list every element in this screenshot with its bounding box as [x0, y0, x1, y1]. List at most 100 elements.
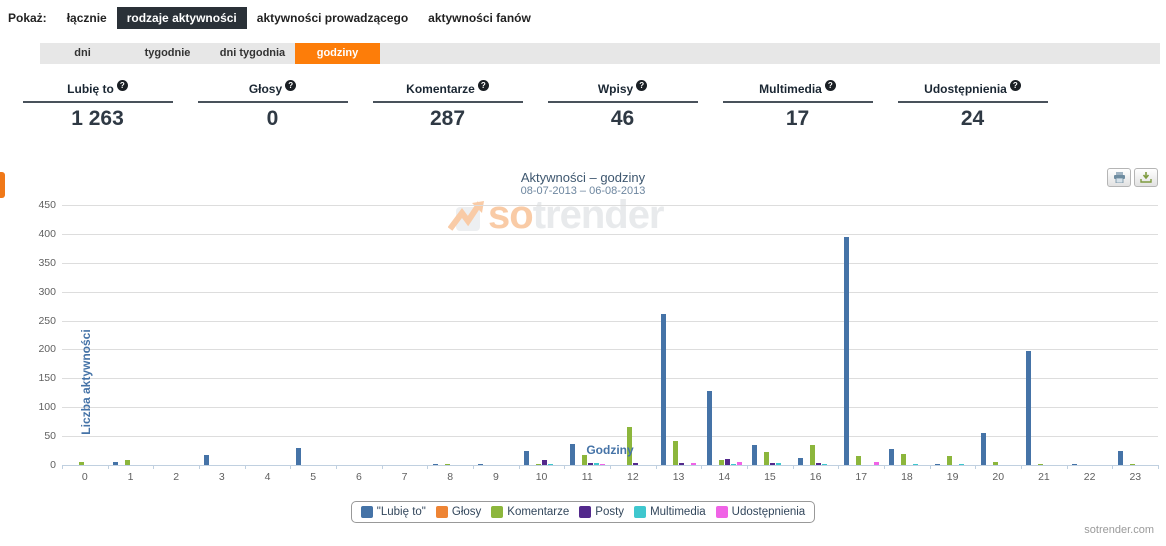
bar-posty-h11[interactable]	[587, 463, 593, 465]
bar-group-10	[519, 205, 565, 465]
bar-lubięto-h22[interactable]	[1072, 464, 1078, 465]
help-icon[interactable]: ?	[116, 80, 128, 91]
help-icon[interactable]: ?	[1009, 80, 1021, 91]
feedback-tab-icon[interactable]	[0, 172, 5, 198]
bar-posty-h15[interactable]	[770, 463, 776, 465]
bar-udostępnienia-h13[interactable]	[691, 463, 697, 465]
bar-komentarze-h17[interactable]	[855, 456, 861, 465]
bar-multimedia-h15[interactable]	[776, 463, 782, 465]
bar-lubięto-h3[interactable]	[204, 455, 210, 465]
bar-lubięto-h15[interactable]	[752, 445, 758, 465]
bar-komentarze-h1[interactable]	[125, 460, 130, 465]
x-tick	[929, 465, 931, 469]
bar-group-1	[108, 205, 154, 465]
bar-lubięto-h11[interactable]	[569, 444, 575, 465]
bar-multimedia-h18[interactable]	[913, 464, 919, 465]
plot-area: 0 50 100 150 200 250 300 350 400 450 0 1 2 3 4 5 6 7 8 9 10…	[38, 199, 1159, 483]
bar-multimedia-h16[interactable]	[822, 464, 828, 465]
bar-lubięto-h5[interactable]	[295, 448, 301, 465]
gridline-50	[62, 436, 1158, 438]
bar-group-5	[290, 205, 336, 465]
bar-komentarze-h0[interactable]	[79, 462, 85, 465]
bar-posty-h16[interactable]	[816, 463, 822, 465]
bar-komentarze-h13[interactable]	[673, 441, 679, 465]
legend-item-1[interactable]: Głosy	[435, 506, 481, 518]
bar-group-6	[336, 205, 382, 465]
bar-posty-h12[interactable]	[633, 463, 639, 465]
period-tab-2[interactable]: dni tygodnia	[219, 47, 286, 59]
legend-item-5[interactable]: Udostępnienia	[715, 506, 805, 518]
bar-group-4	[245, 205, 291, 465]
metric-value: 24	[960, 107, 985, 130]
bar-komentarze-h12[interactable]	[627, 427, 633, 465]
bar-komentarze-h14[interactable]	[718, 460, 724, 465]
bar-komentarze-h10[interactable]	[536, 464, 542, 465]
bar-lubięto-h14[interactable]	[706, 391, 712, 465]
bar-komentarze-h18[interactable]	[901, 454, 907, 465]
bar-komentarze-h20[interactable]	[992, 462, 998, 465]
help-icon[interactable]: ?	[824, 80, 836, 91]
bar-lubięto-h18[interactable]	[889, 449, 895, 465]
print-button[interactable]	[1107, 168, 1131, 187]
x-axis-title: Godziny	[586, 443, 634, 457]
y-tick-label: 0	[50, 459, 56, 471]
bar-udostępnienia-h14[interactable]	[736, 462, 742, 465]
bar-komentarze-h23[interactable]	[1129, 464, 1135, 465]
bar-komentarze-h21[interactable]	[1038, 464, 1044, 465]
help-icon[interactable]: ?	[285, 80, 297, 91]
bar-lubięto-h16[interactable]	[798, 458, 804, 465]
period-tab-3[interactable]: godziny	[295, 43, 380, 64]
bar-lubięto-h21[interactable]	[1026, 351, 1032, 465]
bar-udostępnienia-h11[interactable]	[599, 464, 605, 465]
bar-komentarze-h15[interactable]	[764, 452, 770, 465]
bar-posty-h14[interactable]	[724, 459, 730, 465]
bar-lubięto-h13[interactable]	[661, 314, 667, 465]
legend-item-3[interactable]: Posty	[579, 506, 624, 518]
bar-multimedia-h19[interactable]	[959, 464, 965, 465]
printer-icon	[1113, 172, 1125, 183]
bar-multimedia-h10[interactable]	[548, 464, 554, 465]
bar-komentarze-h8[interactable]	[444, 464, 450, 465]
x-tick-label: 2	[173, 471, 180, 483]
bar-multimedia-h11[interactable]	[593, 463, 599, 465]
show-item-2[interactable]: aktywności prowadzącego	[256, 11, 409, 25]
bar-lubięto-h17[interactable]	[843, 237, 849, 465]
help-icon[interactable]: ?	[636, 80, 648, 91]
legend-item-2[interactable]: Komentarze	[491, 506, 569, 518]
x-axis-ticks	[62, 465, 1159, 469]
download-button[interactable]	[1134, 168, 1158, 187]
y-tick-label: 400	[38, 227, 56, 240]
download-icon	[1140, 172, 1152, 183]
bar-posty-h10[interactable]	[542, 460, 548, 465]
bar-lubięto-h10[interactable]	[524, 451, 530, 465]
bar-komentarze-h16[interactable]	[810, 445, 816, 465]
legend-item-0[interactable]: "Lubię to"	[360, 506, 426, 518]
metric-label: Głosy?	[185, 80, 360, 96]
x-tick-label: 7	[401, 471, 408, 483]
show-item-0[interactable]: łącznie	[66, 11, 107, 25]
show-item-3[interactable]: aktywności fanów	[428, 11, 531, 25]
bar-komentarze-h11[interactable]	[581, 455, 587, 465]
bar-multimedia-h14[interactable]	[730, 464, 736, 465]
bar-lubięto-h8[interactable]	[432, 464, 438, 465]
metric-label: Udostępnienia?	[885, 80, 1060, 96]
gridline-200	[62, 349, 1158, 351]
bar-lubięto-h9[interactable]	[478, 464, 484, 465]
legend-item-4[interactable]: Multimedia	[634, 506, 706, 518]
x-tick	[1021, 465, 1022, 469]
bar-group-8	[427, 205, 473, 465]
bar-posty-h13[interactable]	[679, 463, 685, 465]
bar-lubięto-h20[interactable]	[980, 433, 986, 465]
x-tick	[655, 465, 657, 469]
bar-lubięto-h19[interactable]	[935, 464, 941, 465]
bar-lubięto-h23[interactable]	[1117, 451, 1123, 465]
gridline-250	[62, 320, 1158, 322]
period-tab-1[interactable]: tygodnie	[144, 47, 191, 59]
legend-label: Multimedia	[650, 506, 706, 518]
show-item-1[interactable]: rodzaje aktywności	[116, 7, 247, 29]
bar-udostępnienia-h17[interactable]	[873, 462, 879, 465]
help-icon[interactable]: ?	[477, 80, 489, 91]
period-tab-0[interactable]: dni	[74, 47, 91, 59]
bar-lubięto-h1[interactable]	[113, 462, 118, 465]
bar-komentarze-h19[interactable]	[947, 456, 953, 465]
